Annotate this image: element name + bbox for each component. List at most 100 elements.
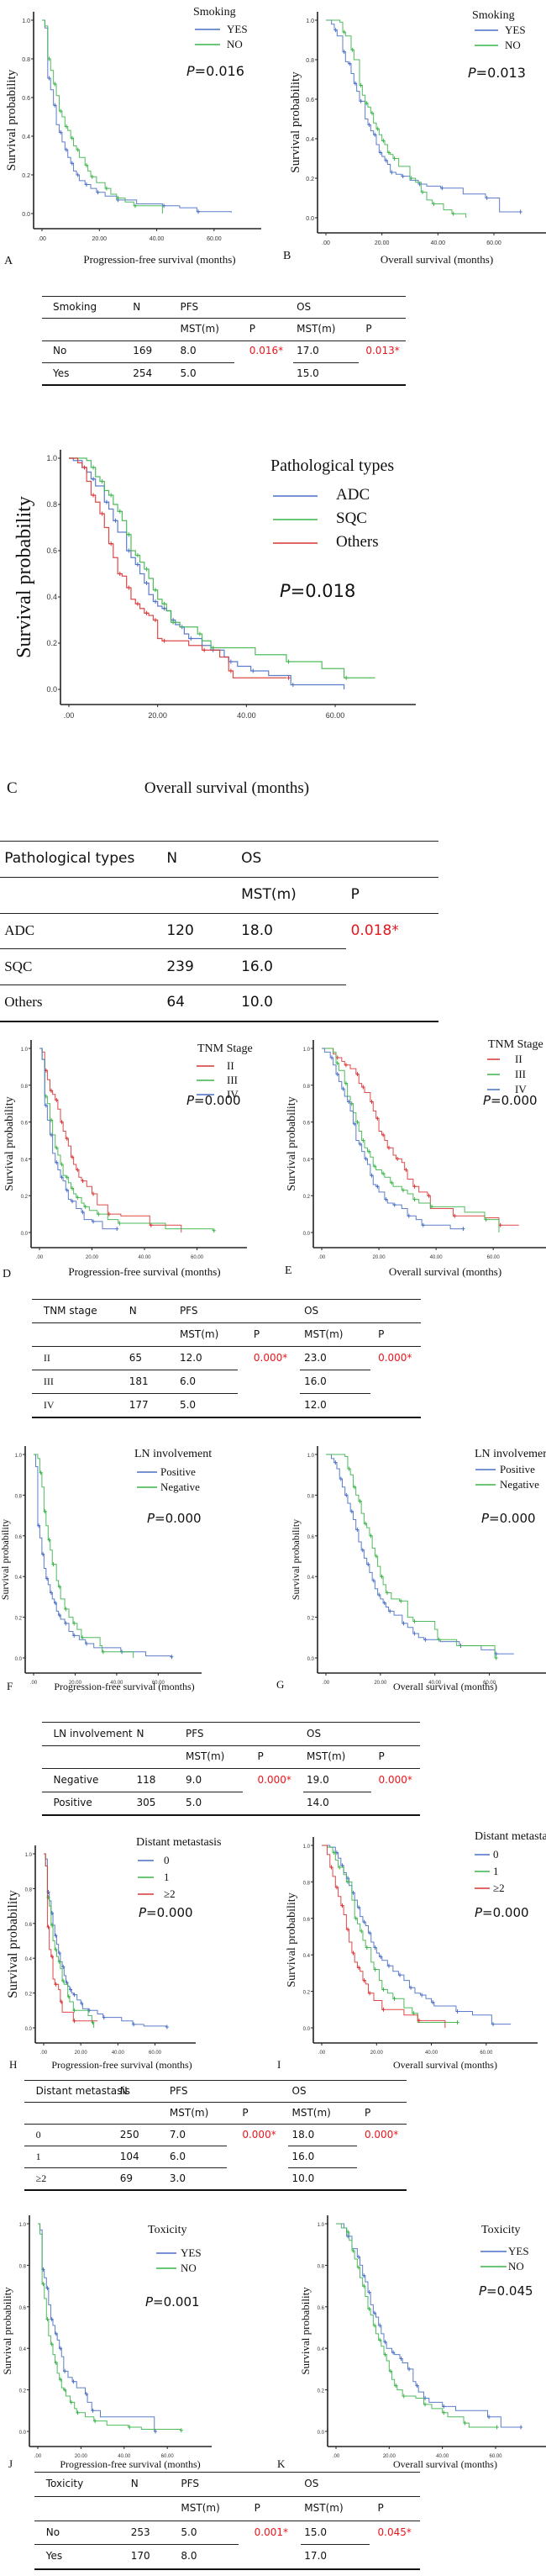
- censor-mark: [132, 2022, 136, 2027]
- censor-mark: [372, 1164, 376, 1169]
- y-tick-label: 0.2: [19, 2389, 27, 2394]
- table-cell-pfs-p: 0.001*: [254, 2526, 288, 2538]
- censor-mark: [353, 1122, 357, 1127]
- censor-mark: [358, 1142, 362, 1147]
- censor-mark: [375, 1554, 378, 1559]
- censor-mark: [84, 182, 88, 187]
- legend-title: Smoking: [472, 9, 515, 22]
- censor-mark: [453, 1213, 457, 1218]
- panel-label: C: [7, 779, 18, 797]
- y-tick-label: 0.4: [22, 135, 30, 140]
- km-chart-svg: 0.0 0.2 0.4 0.6 0.8 1.0 .00 20.00 40.00 60.00 Surv…: [277, 2215, 546, 2470]
- table-cell-pfs-mst: 8.0: [180, 345, 197, 357]
- censor-mark: [50, 1954, 54, 1959]
- x-tick-label: 20.00: [86, 1255, 99, 1260]
- censor-mark: [41, 1552, 45, 1557]
- censor-mark: [344, 1081, 348, 1086]
- censor-mark: [346, 1879, 350, 1884]
- table-subheader-cell: MST(m): [180, 323, 219, 335]
- censor-mark: [127, 585, 131, 590]
- table-subheader-cell: MST(m): [304, 1328, 344, 1340]
- table-pathology: Pathological types N OS MST(m) P ADC 120 18.0 0.…: [0, 841, 438, 1022]
- panel-label: H: [9, 2058, 17, 2071]
- censor-mark: [368, 1991, 372, 1996]
- legend-label: YES: [181, 2246, 202, 2259]
- censor-mark: [356, 2255, 360, 2260]
- p-value-annotation: P=0.000: [186, 1093, 241, 1108]
- censor-mark: [92, 477, 96, 482]
- table-cell-os-mst: 17.0: [304, 2550, 328, 2563]
- table-cell-n: 239: [166, 958, 194, 975]
- censor-mark: [358, 1499, 362, 1504]
- censor-mark: [361, 1085, 365, 1090]
- x-axis-label: Overall survival (months): [381, 253, 493, 266]
- censor-mark: [387, 150, 391, 155]
- legend-label: 0: [493, 1848, 499, 1861]
- y-tick-label: 1.0: [306, 18, 314, 24]
- table-rule: [300, 2544, 370, 2546]
- censor-mark: [76, 1168, 80, 1173]
- censor-mark: [351, 2248, 355, 2253]
- censor-mark: [72, 1993, 76, 1998]
- censor-mark: [423, 2402, 428, 2407]
- censor-mark: [39, 1470, 43, 1475]
- censor-mark: [362, 2283, 366, 2288]
- censor-mark: [371, 1578, 375, 1583]
- km-curve--2: [44, 1853, 98, 2022]
- x-axis-label: Overall survival (months): [389, 1265, 501, 1278]
- censor-mark: [375, 126, 380, 131]
- x-tick-label: 60.00: [149, 2051, 162, 2056]
- censor-mark: [335, 1072, 339, 1077]
- censor-mark: [58, 2377, 62, 2382]
- censor-mark: [64, 1607, 68, 1612]
- y-tick-label: 0.6: [306, 98, 314, 103]
- y-tick-label: 0.6: [15, 1535, 23, 1540]
- table-cell-os-mst: 16.0: [241, 958, 273, 975]
- km-plot-toxicity-pfs: 0.0 0.2 0.4 0.6 0.8 1.0 .00 20.00 40.00 60.00 Surv…: [0, 2203, 273, 2472]
- censor-mark: [354, 81, 357, 86]
- y-tick-label: 0.2: [21, 1195, 29, 1200]
- table-rule: [24, 2124, 407, 2125]
- legend-label: YES: [508, 2245, 529, 2257]
- censor-mark: [362, 2273, 366, 2278]
- legend-label: NO: [227, 38, 243, 50]
- censor-mark: [390, 170, 394, 175]
- censor-mark: [50, 1132, 54, 1138]
- censor-mark: [286, 675, 291, 680]
- censor-mark: [360, 1929, 364, 1934]
- table-toxicity: Toxicity N PFS OS MST(m) P MST(m) P No 253 5.0 0.00…: [34, 2472, 420, 2570]
- censor-mark: [50, 1591, 54, 1596]
- censor-mark: [355, 1072, 360, 1077]
- y-axis-label: Survival probability: [5, 69, 18, 171]
- censor-mark: [144, 581, 149, 585]
- censor-mark: [385, 1591, 389, 1596]
- y-axis-label: Survival probability: [286, 1096, 298, 1190]
- y-tick-label: 0.6: [307, 1535, 315, 1540]
- censor-mark: [354, 1916, 358, 1921]
- panel-label: G: [276, 1678, 284, 1691]
- p-value-annotation: P=0.013: [468, 65, 526, 81]
- x-tick-label: 20.00: [75, 2454, 88, 2459]
- censor-mark: [118, 1221, 122, 1226]
- y-tick-label: 0.4: [306, 137, 314, 143]
- censor-mark: [212, 1228, 216, 1233]
- censor-mark: [59, 129, 63, 135]
- table-cell-os-p: 0.013*: [365, 345, 400, 357]
- censor-mark: [179, 2428, 183, 2433]
- table-cell-os-mst: 16.0: [304, 1375, 327, 1387]
- table-header-cell: OS: [304, 1304, 319, 1317]
- censor-mark: [388, 1608, 392, 1613]
- censor-mark: [61, 1978, 66, 1983]
- censor-mark: [144, 610, 149, 615]
- table-cell-os-mst: 16.0: [291, 2150, 315, 2162]
- legend-label: NO: [181, 2262, 197, 2274]
- censor-mark: [461, 1227, 465, 1232]
- censor-mark: [329, 1055, 333, 1060]
- table-rule: [32, 1322, 421, 1323]
- table-row-group: Positive: [53, 1797, 92, 1809]
- censor-mark: [349, 1509, 354, 1514]
- legend-title: TNM Stage: [488, 1038, 543, 1051]
- table-rule: [0, 876, 438, 878]
- censor-mark: [100, 511, 104, 516]
- x-tick-label: .00: [34, 2454, 42, 2459]
